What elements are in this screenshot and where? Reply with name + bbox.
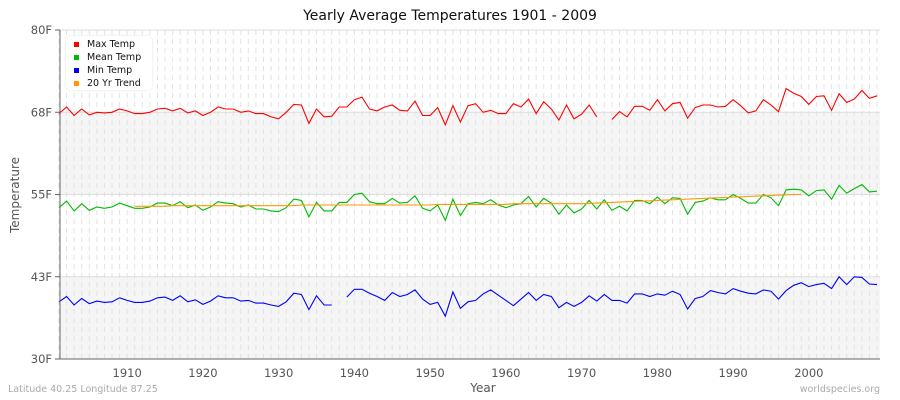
series-lines [58, 87, 878, 318]
legend-item-mean: Mean Temp [66, 51, 152, 64]
legend-label: Max Temp [87, 38, 135, 50]
background-band [60, 194, 880, 277]
y-tick-label: 68F [31, 105, 52, 119]
x-tick-label: 1930 [264, 366, 293, 380]
legend-item-max: Max Temp [66, 38, 152, 51]
legend-item-trend: 20 Yr Trend [66, 77, 152, 90]
x-axis-label: Year [469, 381, 495, 395]
y-tick-labels: 30F 43F 55F 68F 80F [31, 23, 52, 366]
trend-swatch [74, 80, 79, 86]
x-tick-labels: 1910 1920 1930 1940 1950 1960 1970 1980 1990 2000 [113, 366, 824, 380]
y-tick-label: 43F [31, 270, 52, 284]
x-tick-label: 1970 [567, 366, 596, 380]
source-caption: worldspecies.org [799, 384, 880, 395]
max-temp-line [58, 96, 598, 127]
legend: Max Temp Mean Temp Min Temp 20 Yr Trend [66, 36, 152, 90]
x-tick-label: 1990 [718, 366, 747, 380]
background-bands [60, 30, 880, 359]
background-band [60, 276, 880, 359]
legend-label: Mean Temp [87, 51, 142, 63]
x-tick-label: 1920 [188, 366, 217, 380]
x-tick-label: 2000 [794, 366, 823, 380]
max-temp-line [611, 87, 878, 120]
mean-temp-line [58, 183, 878, 222]
legend-label: Min Temp [87, 64, 133, 76]
min-temp-line [58, 292, 332, 311]
y-tick-label: 30F [31, 352, 52, 366]
x-tick-label: 1910 [113, 366, 142, 380]
min-temp-line [346, 275, 878, 318]
mean-temp-swatch [74, 54, 79, 60]
x-tick-label: 1950 [415, 366, 444, 380]
max-temp-swatch [74, 41, 79, 47]
legend-item-min: Min Temp [66, 64, 152, 77]
background-band [60, 112, 880, 195]
legend-label: 20 Yr Trend [87, 77, 141, 89]
x-tick-label: 1980 [643, 366, 672, 380]
x-tick-label: 1940 [340, 366, 369, 380]
chart-title: Yearly Average Temperatures 1901 - 2009 [303, 8, 597, 24]
y-tick-label: 55F [31, 188, 52, 202]
location-caption: Latitude 40.25 Longitude 87.25 [8, 384, 158, 395]
y-tick-label: 80F [31, 23, 52, 37]
20-yr-trend-line [134, 193, 802, 207]
min-temp-swatch [74, 67, 79, 73]
x-tick-label: 1960 [491, 366, 520, 380]
y-axis-label: Temperature [8, 157, 22, 234]
background-band [60, 30, 880, 113]
axes [55, 29, 880, 360]
